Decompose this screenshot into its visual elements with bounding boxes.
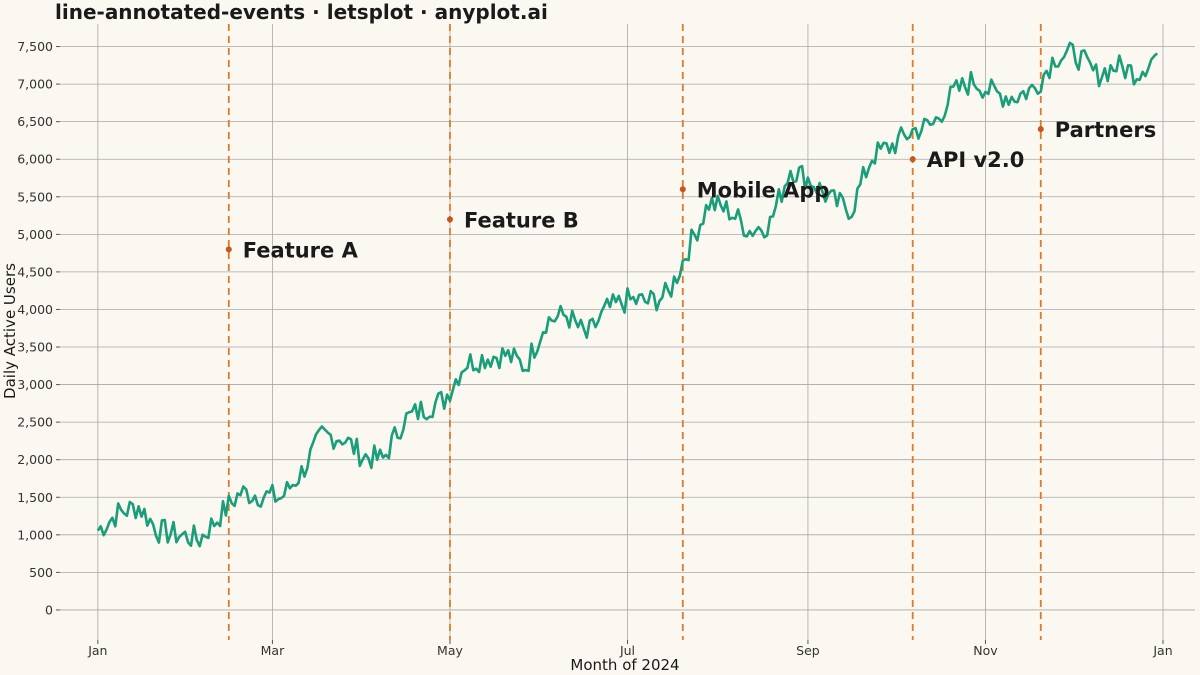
y-tick-label: 4,000 xyxy=(17,302,53,317)
event-marker xyxy=(225,246,232,253)
event-label: Feature A xyxy=(243,238,359,262)
event-labels: Feature A Feature B Mobile App API v2.0 Part… xyxy=(243,118,1156,262)
series-layer xyxy=(96,41,1159,548)
event-marker xyxy=(446,216,453,223)
event-lines xyxy=(227,24,1042,640)
y-tick-label: 1,500 xyxy=(17,490,53,505)
event-label: Feature B xyxy=(464,208,579,232)
y-tick-label: 3,000 xyxy=(17,377,53,392)
y-tick-label: 0 xyxy=(45,602,53,617)
y-tick-label: 7,000 xyxy=(17,77,53,92)
y-tick-label: 3,500 xyxy=(17,340,53,355)
event-label: Mobile App xyxy=(697,178,830,202)
x-tick-label: May xyxy=(437,643,463,658)
event-marker xyxy=(909,156,916,163)
y-tick-label: 5,000 xyxy=(17,227,53,242)
y-tick-label: 6,500 xyxy=(17,114,53,129)
x-axis-ticks: Jan Mar May Jul Sep Nov Jan xyxy=(87,640,1173,658)
x-tick-label: Jul xyxy=(619,643,635,658)
y-tick-label: 5,500 xyxy=(17,189,53,204)
series-line xyxy=(96,41,1159,548)
event-label: Partners xyxy=(1055,118,1156,142)
y-axis-title: Daily Active Users xyxy=(1,263,19,399)
chart-title: line-annotated-events · letsplot · anypl… xyxy=(55,0,548,24)
y-tick-label: 2,500 xyxy=(17,415,53,430)
y-tick-label: 500 xyxy=(29,565,53,580)
grid-lines xyxy=(60,24,1195,640)
x-axis-title: Month of 2024 xyxy=(570,656,679,674)
y-tick-label: 1,000 xyxy=(17,527,53,542)
event-marker xyxy=(1037,126,1044,133)
x-tick-label: Sep xyxy=(796,643,820,658)
y-tick-label: 2,000 xyxy=(17,452,53,467)
event-marker xyxy=(679,186,686,193)
y-axis-ticks: 0 500 1,000 1,500 2,000 2,500 3,000 3,500 4,000 4… xyxy=(17,39,60,617)
x-tick-label: Nov xyxy=(973,643,998,658)
event-markers xyxy=(225,126,1044,253)
x-tick-label: Jan xyxy=(87,643,107,658)
x-tick-label: Mar xyxy=(261,643,285,658)
event-label: API v2.0 xyxy=(927,148,1025,172)
x-tick-label: Jan xyxy=(1152,643,1172,658)
y-tick-label: 6,000 xyxy=(17,152,53,167)
y-tick-label: 4,500 xyxy=(17,264,53,279)
y-tick-label: 7,500 xyxy=(17,39,53,54)
